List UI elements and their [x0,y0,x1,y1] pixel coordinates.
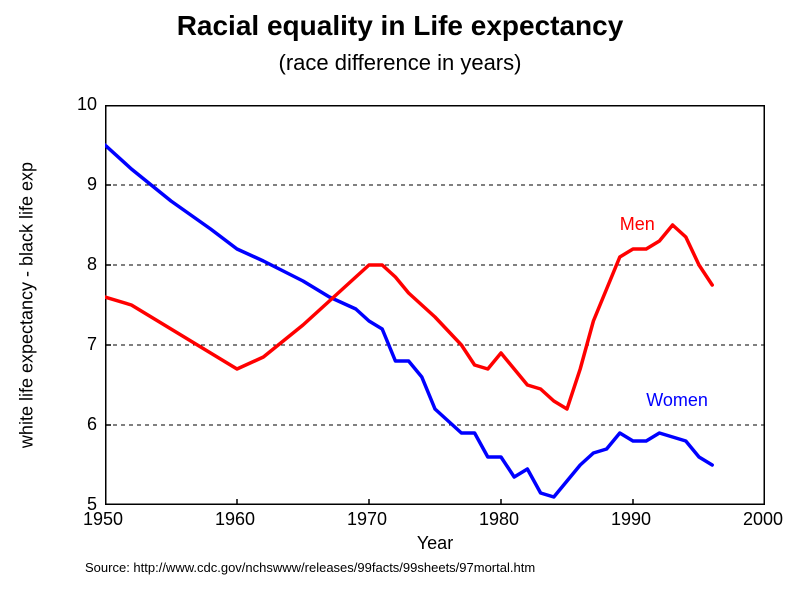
y-tick-label: 7 [87,334,97,355]
series-label-women: Women [646,390,708,411]
plot-area [105,105,765,505]
chart-subtitle: (race difference in years) [0,50,800,76]
x-tick-label: 1980 [479,509,519,530]
x-axis-label: Year [105,533,765,554]
y-tick-label: 6 [87,414,97,435]
x-tick-label: 2000 [743,509,783,530]
y-tick-label: 8 [87,254,97,275]
x-tick-label: 1970 [347,509,387,530]
source-text: Source: http://www.cdc.gov/nchswww/relea… [85,560,535,575]
chart-container: Racial equality in Life expectancy (race… [0,0,800,600]
y-tick-label: 10 [77,94,97,115]
y-axis-label: white life expectancy - black life exp [17,162,38,448]
chart-title: Racial equality in Life expectancy [0,10,800,42]
y-tick-label: 5 [87,494,97,515]
x-tick-label: 1990 [611,509,651,530]
y-tick-label: 9 [87,174,97,195]
series-label-men: Men [620,214,655,235]
x-tick-label: 1960 [215,509,255,530]
